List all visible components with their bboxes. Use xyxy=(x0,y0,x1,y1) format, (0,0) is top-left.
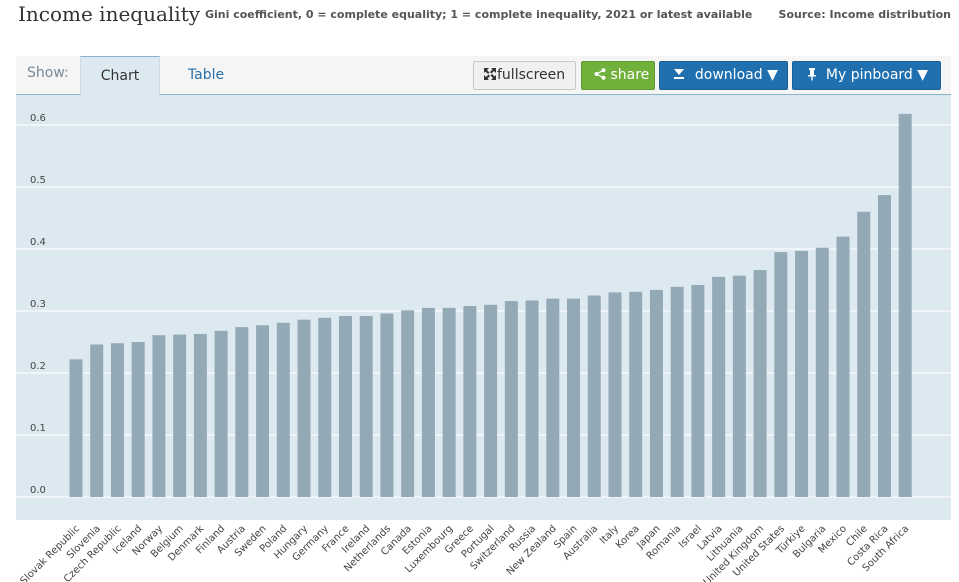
y-tick-label: 0.1 xyxy=(30,423,46,434)
bar xyxy=(753,270,767,497)
share-button[interactable]: share xyxy=(581,61,655,90)
y-tick-label: 0.4 xyxy=(30,237,46,248)
bar xyxy=(110,343,124,497)
bar xyxy=(421,307,435,497)
bar xyxy=(152,335,166,497)
bar xyxy=(877,195,891,497)
bar xyxy=(504,301,518,497)
bar xyxy=(774,252,788,497)
bar xyxy=(898,113,912,497)
download-button[interactable]: download ▼ xyxy=(659,61,788,90)
bar xyxy=(380,313,394,497)
bar xyxy=(69,359,83,497)
show-label: Show: xyxy=(27,65,69,81)
fullscreen-label: fullscreen xyxy=(497,67,566,83)
bar xyxy=(484,304,498,497)
bar xyxy=(359,315,373,497)
bar xyxy=(235,327,249,497)
y-tick-label: 0.5 xyxy=(30,175,46,186)
bar xyxy=(567,298,581,497)
chart-header: Income inequality Gini coefficient, 0 = … xyxy=(0,0,959,40)
tab-table[interactable]: Table xyxy=(187,67,225,83)
source-label: Source: Income distribution xyxy=(778,8,951,21)
bar xyxy=(318,317,332,497)
share-icon xyxy=(594,67,606,80)
chart-title: Income inequality xyxy=(18,2,201,26)
y-tick-label: 0.6 xyxy=(30,113,46,124)
expand-icon xyxy=(484,67,496,80)
bar xyxy=(256,325,270,497)
bar xyxy=(463,306,477,497)
bar xyxy=(670,286,684,497)
y-axis-ticks: 0.0 0.1 0.2 0.3 0.4 0.5 0.6 xyxy=(30,113,46,496)
y-tick-label: 0.3 xyxy=(30,299,46,310)
download-label: download xyxy=(694,67,763,83)
bar xyxy=(193,333,207,497)
caret-down-icon: ▼ xyxy=(767,67,778,83)
bar xyxy=(131,342,145,497)
share-label: share xyxy=(610,67,650,83)
bar xyxy=(712,276,726,497)
fullscreen-button[interactable]: fullscreen xyxy=(473,61,576,90)
bar xyxy=(587,295,601,497)
bar xyxy=(214,330,228,497)
chart-toolbar: Show: Chart Table fullscreen share downl… xyxy=(16,56,951,95)
bars xyxy=(69,113,912,498)
bar xyxy=(276,322,290,497)
bar xyxy=(795,250,809,497)
y-tick-label: 0.2 xyxy=(30,361,46,372)
bar xyxy=(691,284,705,497)
pin-icon xyxy=(808,67,816,80)
pinboard-label: My pinboard xyxy=(825,67,913,83)
bar-chart: 0.0 0.1 0.2 0.3 0.4 0.5 0.6 Slovak RepublicSlo… xyxy=(16,95,951,582)
pinboard-button[interactable]: My pinboard ▼ xyxy=(792,61,941,90)
bar xyxy=(442,307,456,497)
bar xyxy=(338,315,352,497)
bar xyxy=(90,344,104,497)
bar xyxy=(401,310,415,497)
bar xyxy=(525,300,539,497)
caret-down-icon: ▼ xyxy=(917,67,929,83)
y-tick-label: 0.0 xyxy=(30,485,46,496)
bar xyxy=(173,334,187,497)
bar xyxy=(732,275,746,497)
bar xyxy=(649,289,663,497)
tab-chart[interactable]: Chart xyxy=(80,56,160,95)
bar xyxy=(836,236,850,497)
bar xyxy=(297,319,311,497)
bar xyxy=(629,291,643,497)
bar xyxy=(608,292,622,497)
chart-subtitle: Gini coefficient, 0 = complete equality;… xyxy=(205,8,753,21)
bar xyxy=(546,298,560,497)
bar xyxy=(857,211,871,498)
download-icon xyxy=(674,68,684,79)
bar xyxy=(815,247,829,497)
